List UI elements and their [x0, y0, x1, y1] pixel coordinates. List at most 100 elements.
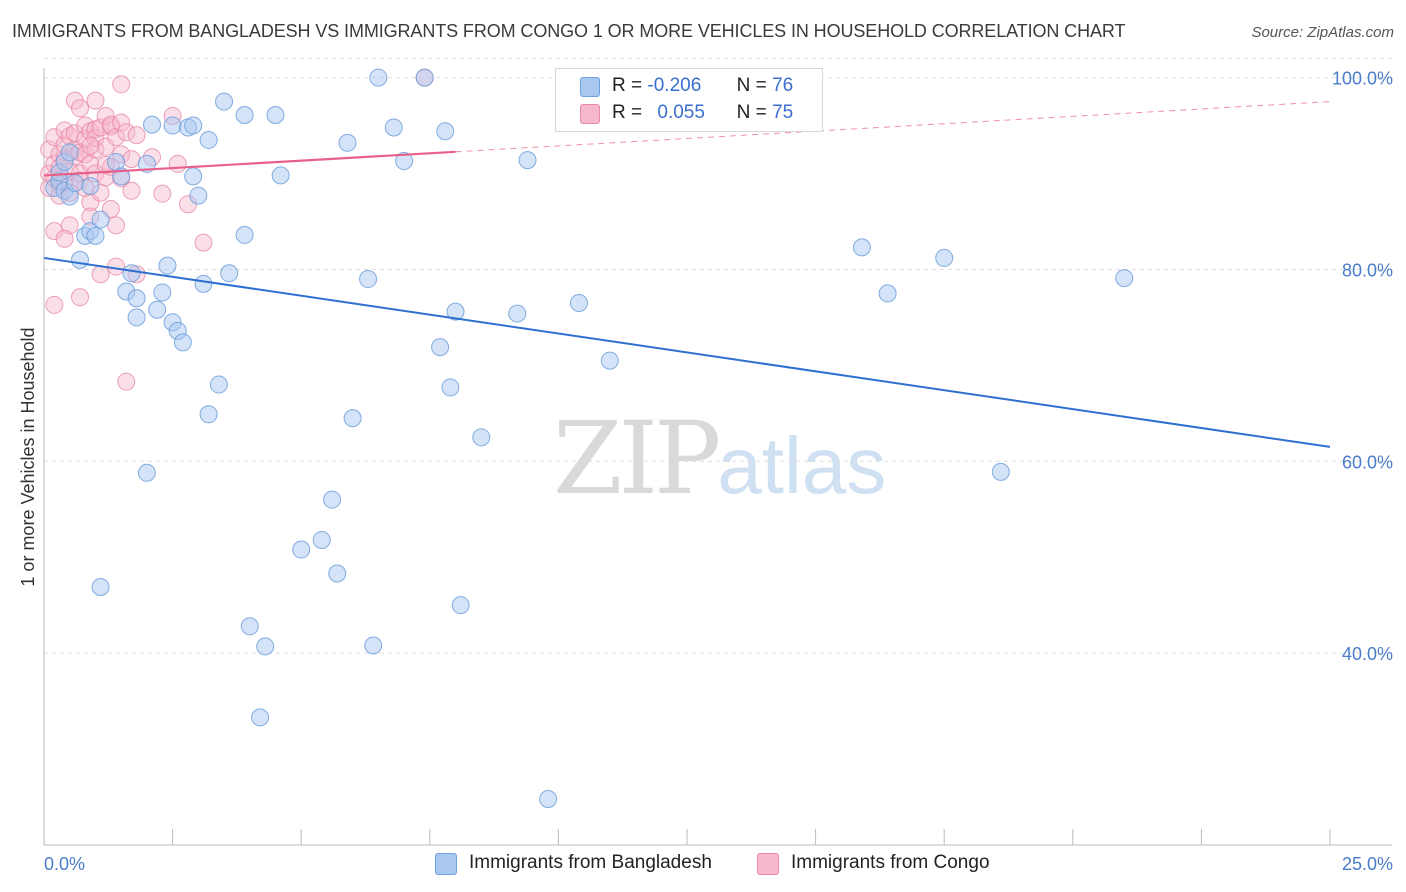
x-tick-label: 0.0%	[44, 854, 85, 874]
trend-line-bangladesh	[43, 256, 1331, 448]
data-point-bangladesh	[71, 250, 90, 269]
data-point-bangladesh	[600, 351, 619, 370]
data-point-bangladesh	[415, 68, 434, 87]
data-point-bangladesh	[935, 248, 954, 267]
data-point-congo	[153, 184, 172, 203]
data-point-bangladesh	[271, 166, 290, 185]
series-legend: Immigrants from Bangladesh Immigrants fr…	[0, 852, 1406, 878]
x-tick-label: 25.0%	[1342, 854, 1393, 874]
data-point-bangladesh	[569, 294, 588, 313]
data-point-congo	[71, 99, 90, 118]
data-point-bangladesh	[220, 264, 239, 283]
y-tick-label: 60.0%	[1342, 452, 1393, 472]
legend-r-label: R =	[612, 75, 643, 96]
data-point-bangladesh	[240, 617, 259, 636]
data-point-bangladesh	[137, 154, 156, 173]
data-point-congo	[45, 222, 64, 241]
correlation-legend: R = -0.206 N = 76 R = 0.055 N = 75	[555, 68, 823, 132]
y-axis-label: 1 or more Vehicles in Household	[18, 327, 38, 586]
data-point-bangladesh	[431, 338, 450, 357]
data-point-congo	[71, 288, 90, 307]
data-point-bangladesh	[189, 186, 208, 205]
y-tick-label: 40.0%	[1342, 644, 1393, 664]
data-point-bangladesh	[194, 274, 213, 293]
data-point-bangladesh	[266, 106, 285, 125]
data-point-bangladesh	[158, 256, 177, 275]
data-point-bangladesh	[1115, 269, 1134, 288]
data-point-congo	[127, 126, 146, 145]
data-point-bangladesh	[127, 289, 146, 308]
data-point-bangladesh	[184, 116, 203, 135]
data-point-bangladesh	[878, 284, 897, 303]
legend-n-label: N =	[736, 75, 767, 96]
data-point-congo	[96, 106, 115, 125]
data-point-bangladesh	[209, 375, 228, 394]
trend-line-congo	[43, 150, 456, 177]
legend-r-value: 0.055	[657, 102, 705, 123]
data-point-bangladesh	[137, 463, 156, 482]
data-point-bangladesh	[446, 302, 465, 321]
data-point-bangladesh	[199, 405, 218, 424]
legend-n-label: N =	[736, 102, 767, 123]
data-point-bangladesh	[323, 490, 342, 509]
data-point-congo	[107, 128, 126, 147]
data-point-bangladesh	[539, 789, 558, 808]
data-point-congo	[60, 216, 79, 235]
legend-n-value: 76	[772, 75, 794, 96]
data-point-congo	[107, 216, 126, 235]
data-point-bangladesh	[127, 308, 146, 327]
data-point-congo	[168, 154, 187, 173]
data-point-bangladesh	[153, 283, 172, 302]
data-point-congo	[91, 118, 110, 137]
data-point-congo	[107, 257, 126, 276]
legend-r-label: R =	[612, 102, 643, 123]
data-point-bangladesh	[395, 152, 414, 171]
data-point-bangladesh	[215, 92, 234, 111]
data-point-bangladesh	[91, 210, 110, 229]
data-point-bangladesh	[518, 151, 537, 170]
data-point-bangladesh	[384, 118, 403, 137]
data-point-bangladesh	[143, 115, 162, 134]
data-point-congo	[45, 295, 64, 314]
data-point-bangladesh	[359, 270, 378, 289]
legend-swatch-bangladesh	[580, 77, 600, 97]
tick-labels: 40.0% 60.0% 80.0% 100.0% 0.0% 25.0%	[44, 69, 1393, 874]
data-point-bangladesh	[441, 378, 460, 397]
data-point-congo	[194, 233, 213, 252]
data-point-bangladesh	[338, 133, 357, 152]
data-point-bangladesh	[60, 143, 79, 162]
data-point-congo	[55, 229, 74, 248]
data-point-congo	[117, 123, 136, 142]
legend-label-bangladesh: Immigrants from Bangladesh	[469, 852, 712, 873]
data-point-congo	[76, 116, 95, 135]
grid-lines	[44, 58, 1392, 654]
legend-swatch-congo	[580, 104, 600, 124]
trend-line-congo-extension	[455, 101, 1331, 153]
data-point-bangladesh	[148, 300, 167, 319]
data-point-congo	[86, 91, 105, 110]
data-point-bangladesh	[852, 238, 871, 257]
data-point-congo	[91, 265, 110, 284]
legend-swatch-bangladesh	[435, 853, 457, 875]
data-point-congo	[112, 113, 131, 132]
y-tick-label: 80.0%	[1342, 260, 1393, 280]
data-point-bangladesh	[364, 636, 383, 655]
data-point-congo	[122, 150, 141, 169]
data-point-congo	[112, 75, 131, 94]
data-point-bangladesh	[235, 225, 254, 244]
data-point-bangladesh	[81, 176, 100, 195]
data-point-congo	[65, 124, 84, 143]
data-point-bangladesh	[256, 637, 275, 656]
data-point-congo	[122, 181, 141, 200]
data-point-bangladesh	[199, 130, 218, 149]
trend-lines	[43, 101, 1331, 448]
legend-label-congo: Immigrants from Congo	[791, 852, 990, 873]
y-tick-label: 100.0%	[1332, 69, 1393, 89]
data-point-bangladesh	[472, 428, 491, 447]
chart-title: IMMIGRANTS FROM BANGLADESH VS IMMIGRANTS…	[12, 21, 1126, 41]
data-point-bangladesh	[312, 530, 331, 549]
data-point-bangladesh	[251, 708, 270, 727]
axes	[43, 68, 1392, 846]
data-point-bangladesh	[235, 106, 254, 125]
